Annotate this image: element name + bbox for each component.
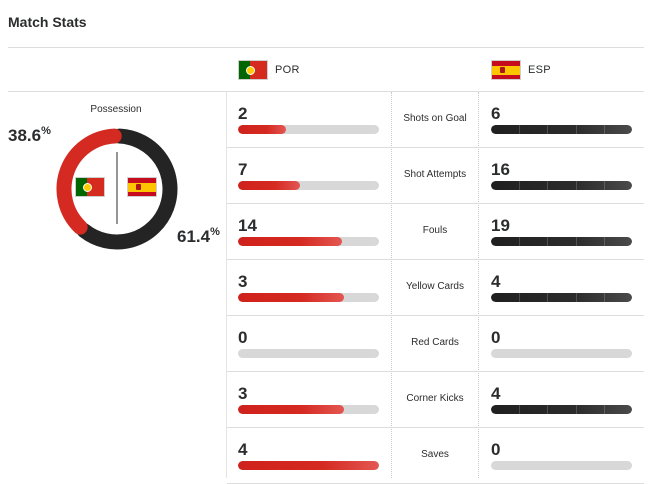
title-divider bbox=[8, 47, 644, 48]
bar-tick bbox=[519, 237, 521, 246]
home-stat-bar bbox=[238, 181, 379, 190]
home-stat-bar bbox=[238, 349, 379, 358]
bar-tick bbox=[519, 405, 521, 414]
bar-tick bbox=[575, 293, 577, 302]
portugal-flag-icon bbox=[75, 177, 105, 197]
stat-label: Corner Kicks bbox=[406, 393, 464, 404]
row-divider bbox=[227, 427, 644, 428]
home-stat-value: 7 bbox=[238, 160, 248, 179]
away-stat-value: 16 bbox=[491, 160, 510, 179]
row-divider bbox=[227, 371, 644, 372]
away-stat-bar bbox=[491, 293, 632, 302]
home-team-abbr: POR bbox=[275, 64, 300, 76]
home-possession-value: 38.6% bbox=[8, 125, 51, 145]
possession-donut bbox=[56, 128, 178, 250]
bar-tick bbox=[603, 293, 605, 302]
stat-label: Yellow Cards bbox=[406, 281, 464, 292]
home-stat-value: 3 bbox=[238, 384, 248, 403]
bar-tick bbox=[519, 293, 521, 302]
away-stat-value: 19 bbox=[491, 216, 510, 235]
label-right-divider bbox=[478, 92, 480, 478]
row-divider bbox=[227, 315, 644, 316]
away-stat-value: 6 bbox=[491, 104, 501, 123]
possession-label: Possession bbox=[90, 104, 142, 115]
stat-label: Fouls bbox=[422, 225, 448, 236]
bar-tick bbox=[575, 125, 577, 134]
home-stat-value: 4 bbox=[238, 440, 248, 459]
bar-tick bbox=[519, 181, 521, 190]
bar-tick bbox=[547, 237, 549, 246]
away-stat-value: 4 bbox=[491, 384, 501, 403]
home-stat-bar bbox=[238, 405, 379, 414]
bar-tick bbox=[603, 125, 605, 134]
bar-tick bbox=[547, 293, 549, 302]
home-stat-value: 14 bbox=[238, 216, 257, 235]
away-stat-bar bbox=[491, 349, 632, 358]
stat-label: Shot Attempts bbox=[403, 169, 467, 180]
bar-tick bbox=[575, 181, 577, 190]
home-stat-bar bbox=[238, 461, 379, 470]
away-stat-bar bbox=[491, 181, 632, 190]
bar-tick bbox=[547, 125, 549, 134]
away-stat-value: 0 bbox=[491, 440, 501, 459]
spain-flag-icon bbox=[127, 177, 157, 197]
bar-tick bbox=[603, 181, 605, 190]
stat-label: Shots on Goal bbox=[403, 113, 467, 124]
away-stat-value: 0 bbox=[491, 328, 501, 347]
away-stat-bar bbox=[491, 125, 632, 134]
home-stat-bar bbox=[238, 237, 379, 246]
label-left-divider bbox=[391, 92, 393, 478]
home-stat-value: 0 bbox=[238, 328, 248, 347]
away-team-header: ESP bbox=[491, 59, 551, 81]
left-column-divider bbox=[226, 92, 227, 478]
home-stat-value: 3 bbox=[238, 272, 248, 291]
home-stat-bar bbox=[238, 293, 379, 302]
away-stat-bar bbox=[491, 405, 632, 414]
row-divider bbox=[227, 203, 644, 204]
away-possession-value: 61.4% bbox=[177, 226, 220, 246]
home-stat-bar bbox=[238, 125, 379, 134]
stat-label: Saves bbox=[421, 449, 449, 460]
bar-tick bbox=[575, 237, 577, 246]
home-team-header: POR bbox=[238, 59, 300, 81]
portugal-flag-icon bbox=[238, 60, 268, 80]
away-possession-arc bbox=[76, 128, 178, 250]
home-stat-value: 2 bbox=[238, 104, 248, 123]
bar-tick bbox=[603, 405, 605, 414]
spain-flag-icon bbox=[491, 60, 521, 80]
bar-tick bbox=[603, 237, 605, 246]
bar-tick bbox=[575, 405, 577, 414]
row-divider bbox=[227, 259, 644, 260]
away-team-abbr: ESP bbox=[528, 64, 551, 76]
bar-tick bbox=[547, 181, 549, 190]
bar-tick bbox=[519, 125, 521, 134]
home-possession-arc bbox=[56, 128, 122, 235]
row-divider bbox=[227, 147, 644, 148]
match-stats-title: Match Stats bbox=[8, 14, 87, 30]
header-divider bbox=[8, 91, 644, 92]
stat-label: Red Cards bbox=[411, 337, 459, 348]
bar-tick bbox=[547, 405, 549, 414]
away-stat-value: 4 bbox=[491, 272, 501, 291]
away-stat-bar bbox=[491, 237, 632, 246]
away-stat-bar bbox=[491, 461, 632, 470]
